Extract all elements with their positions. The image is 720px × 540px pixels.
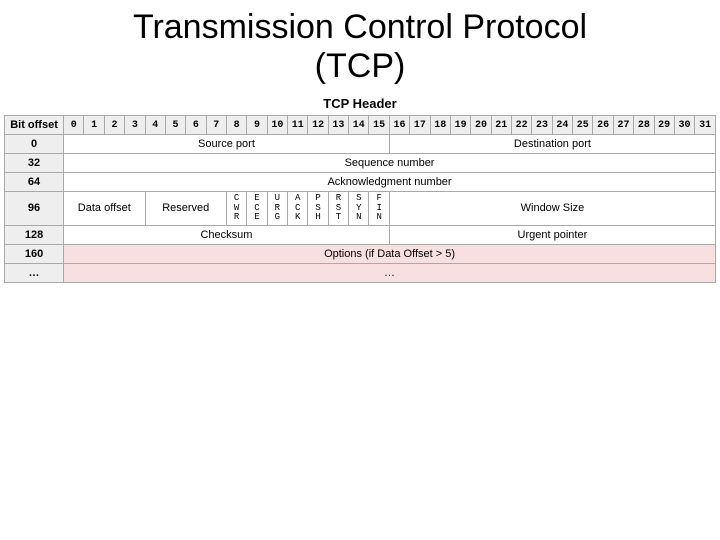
bit-offset-label: Bit offset [5,116,64,135]
bit-23: 23 [532,116,552,135]
offset-64: 64 [5,173,64,192]
table-caption: TCP Header [4,96,716,111]
bit-4: 4 [145,116,165,135]
bit-26: 26 [593,116,613,135]
bit-9: 9 [247,116,267,135]
row-0: 0 Source port Destination port [5,135,716,154]
bit-18: 18 [430,116,450,135]
bit-24: 24 [552,116,572,135]
bit-16: 16 [389,116,409,135]
bit-13: 13 [328,116,348,135]
data-offset-field: Data offset [64,192,145,225]
bit-12: 12 [308,116,328,135]
bit-21: 21 [491,116,511,135]
row-32: 32 Sequence number [5,154,716,173]
bit-19: 19 [450,116,470,135]
flag-syn: SYN [349,192,369,225]
flag-ece: ECE [247,192,267,225]
tcp-header-table: Bit offset 0 1 2 3 4 5 6 7 8 9 10 11 12 … [4,115,716,282]
bit-31: 31 [695,116,716,135]
bit-15: 15 [369,116,389,135]
row-160: 160 Options (if Data Offset > 5) [5,244,716,263]
bit-5: 5 [165,116,185,135]
offset-32: 32 [5,154,64,173]
urgent-pointer-field: Urgent pointer [389,225,715,244]
reserved-field: Reserved [145,192,226,225]
bit-28: 28 [634,116,654,135]
bit-1: 1 [84,116,104,135]
offset-0: 0 [5,135,64,154]
flag-fin: FIN [369,192,389,225]
row-64: 64 Acknowledgment number [5,173,716,192]
row-96: 96 Data offset Reserved CWR ECE URG ACK … [5,192,716,225]
window-size-field: Window Size [389,192,715,225]
bit-10: 10 [267,116,287,135]
slide-title: Transmission Control Protocol (TCP) [0,0,720,90]
bit-17: 17 [410,116,430,135]
bit-30: 30 [674,116,694,135]
offset-160: 160 [5,244,64,263]
bit-20: 20 [471,116,491,135]
options-field: Options (if Data Offset > 5) [64,244,716,263]
sequence-number-field: Sequence number [64,154,716,173]
ack-number-field: Acknowledgment number [64,173,716,192]
bit-25: 25 [573,116,593,135]
bit-7: 7 [206,116,226,135]
title-line-2: (TCP) [315,47,406,85]
bit-22: 22 [511,116,531,135]
bit-3: 3 [125,116,145,135]
row-dots: … … [5,263,716,282]
row-128: 128 Checksum Urgent pointer [5,225,716,244]
title-line-1: Transmission Control Protocol [133,8,587,46]
offset-96: 96 [5,192,64,225]
tcp-header-wrapper: TCP Header Bit offset 0 1 2 3 4 5 6 7 8 … [0,90,720,282]
bit-header-row: Bit offset 0 1 2 3 4 5 6 7 8 9 10 11 12 … [5,116,716,135]
flag-rst: RST [328,192,348,225]
flag-cwr: CWR [226,192,246,225]
bit-6: 6 [186,116,206,135]
flag-ack: ACK [288,192,308,225]
bit-29: 29 [654,116,674,135]
bit-0: 0 [64,116,84,135]
offset-128: 128 [5,225,64,244]
source-port-field: Source port [64,135,390,154]
bit-2: 2 [104,116,124,135]
dest-port-field: Destination port [389,135,715,154]
flag-urg: URG [267,192,287,225]
flag-psh: PSH [308,192,328,225]
options-continuation: … [64,263,716,282]
bit-27: 27 [613,116,633,135]
bit-11: 11 [288,116,308,135]
bit-8: 8 [226,116,246,135]
checksum-field: Checksum [64,225,390,244]
offset-dots: … [5,263,64,282]
bit-14: 14 [349,116,369,135]
